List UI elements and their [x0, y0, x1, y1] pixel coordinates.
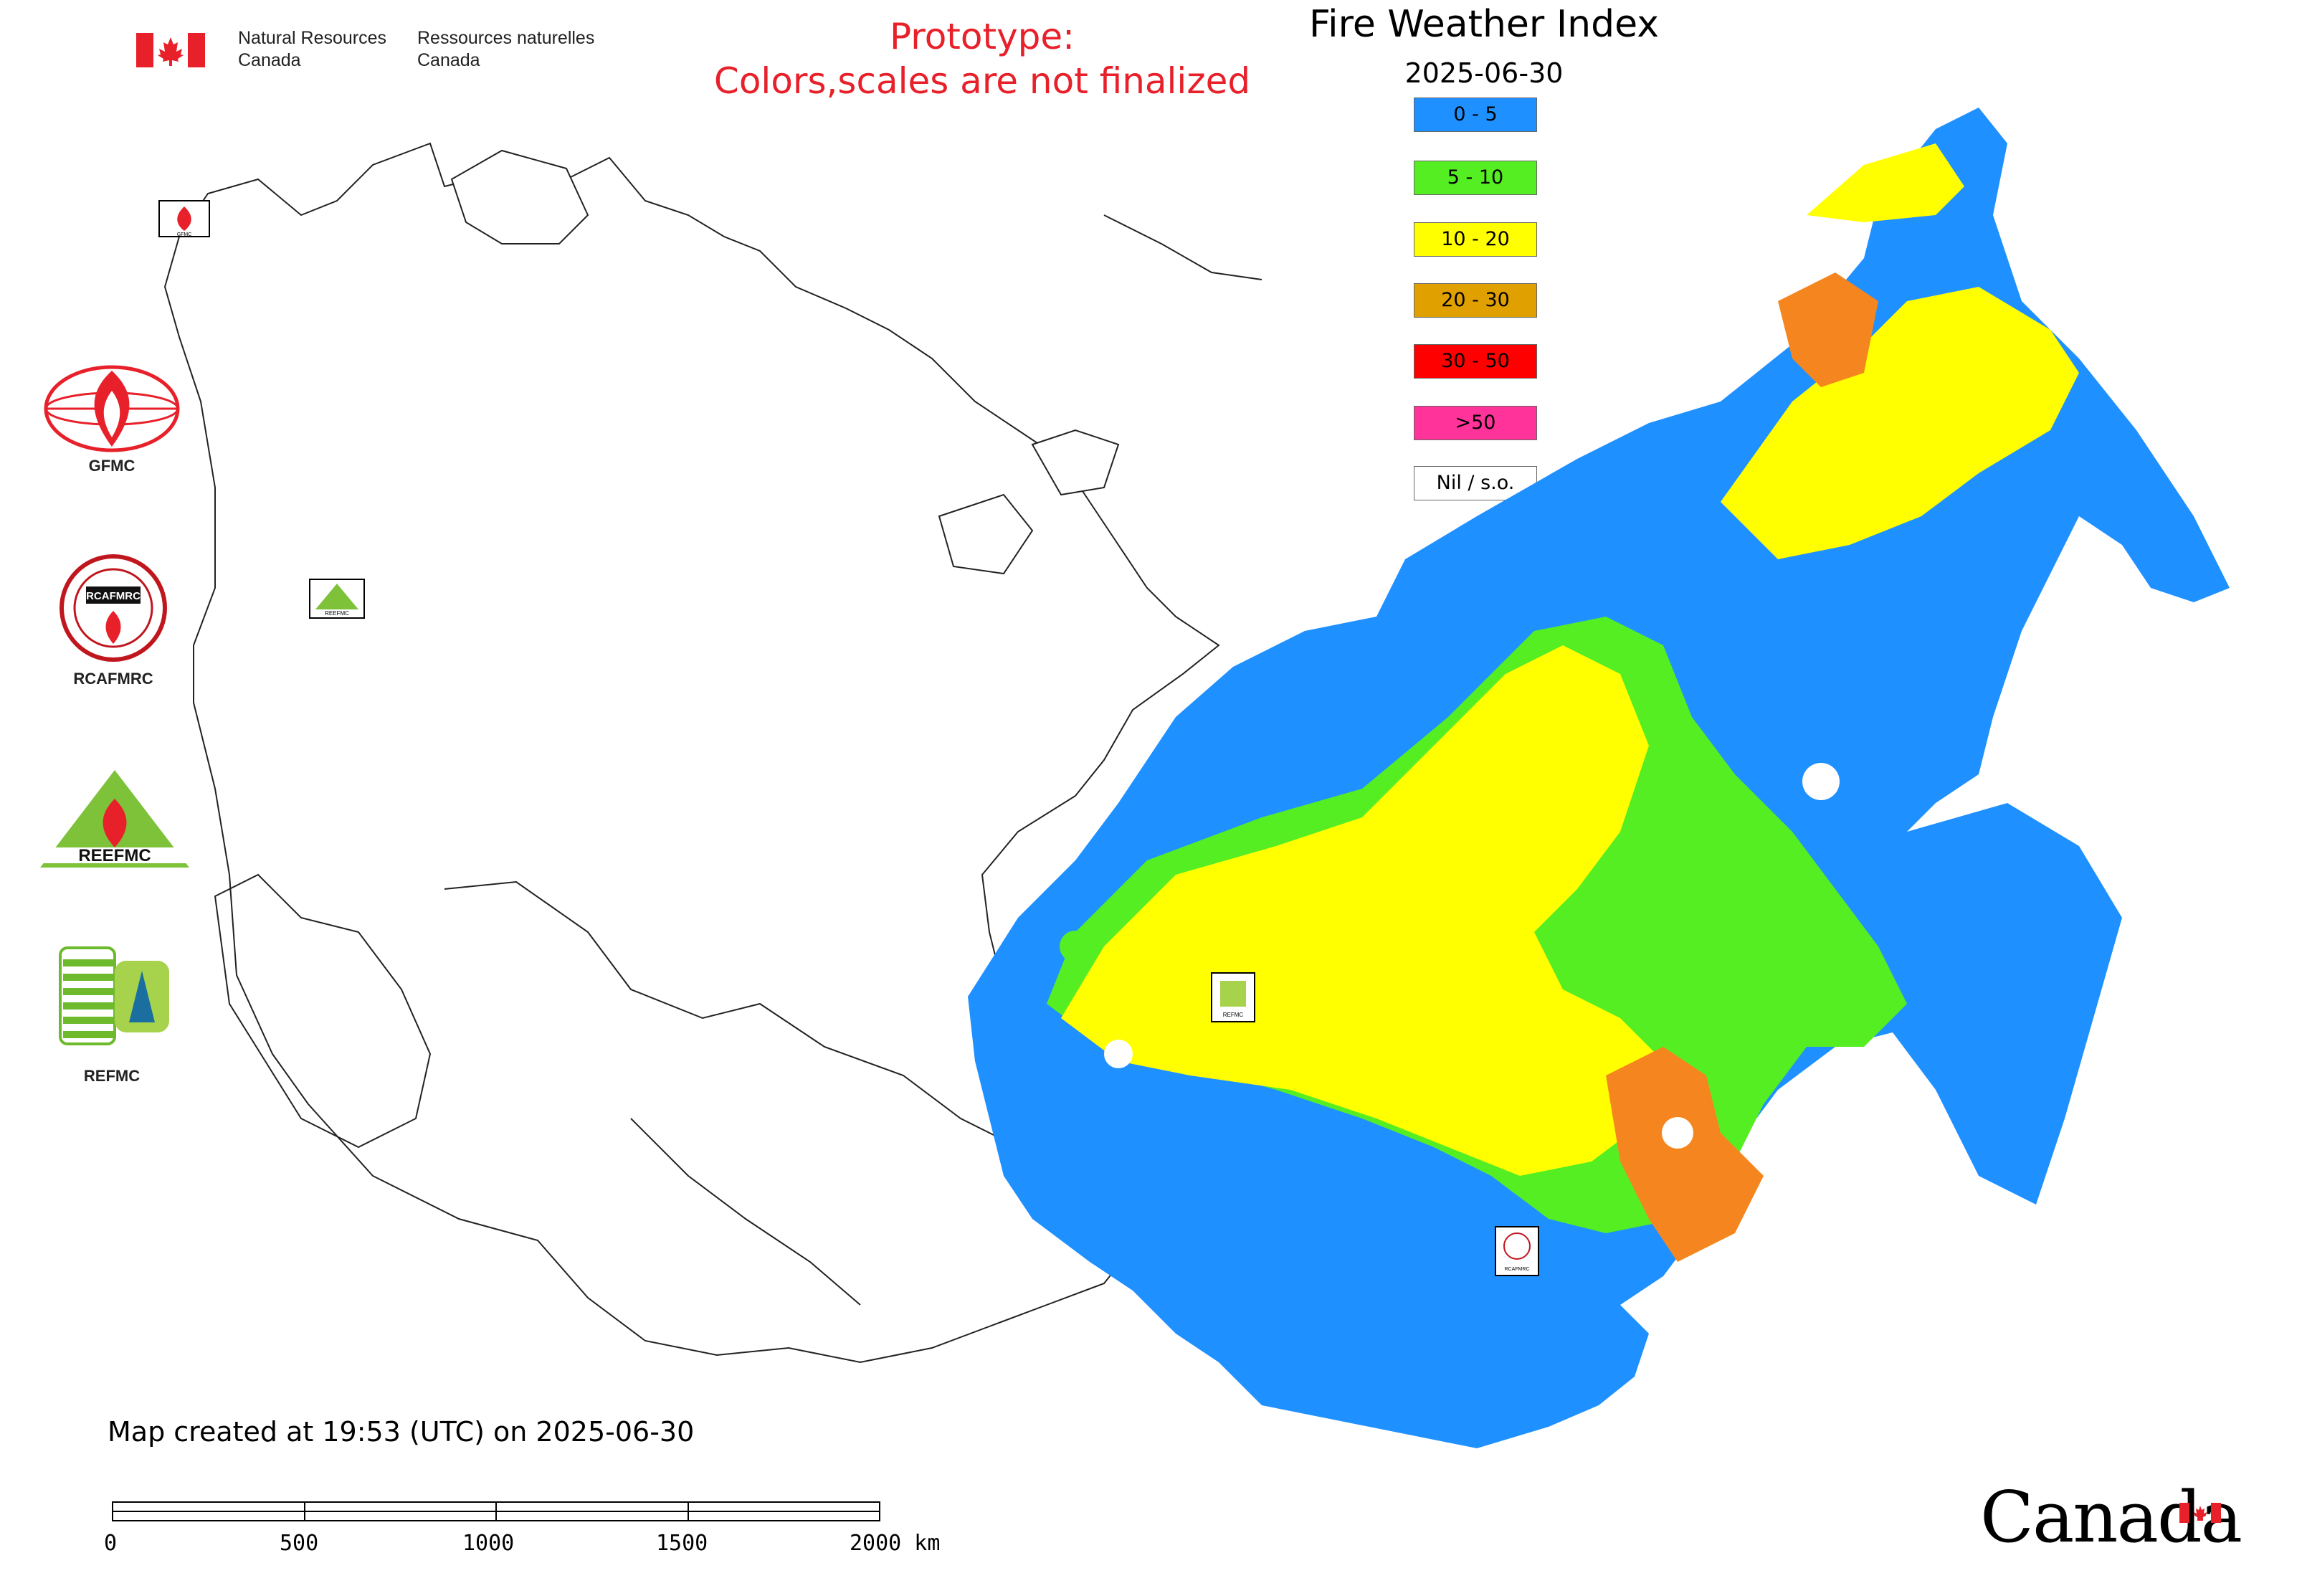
svg-text:RCAFMRC: RCAFMRC [86, 590, 141, 602]
scale-tick-2000: 2000 km [850, 1531, 941, 1556]
map-title: Fire Weather Index [1309, 3, 1659, 46]
org-name-english: Natural Resources Canada [238, 28, 387, 70]
canada-flag-icon [136, 33, 205, 67]
scale-tick-0: 0 [104, 1531, 118, 1556]
scale-tick-1000: 1000 [462, 1531, 515, 1556]
marker-refmc-label: REFMC [1223, 1012, 1244, 1018]
legend-item: >50 [1414, 406, 1537, 440]
marker-rcafmrc-label: RCAFMRC [1505, 1267, 1530, 1272]
refmc-logo-icon [59, 946, 169, 1045]
map-created-timestamp: Map created at 19:53 (UTC) on 2025-06-30 [108, 1416, 695, 1448]
fwi-region [968, 108, 2230, 1448]
legend-item: 0 - 5 [1414, 98, 1537, 132]
legend-item: 30 - 50 [1414, 344, 1537, 379]
gfmc-label: GFMC [88, 457, 135, 475]
legend-item: 10 - 20 [1414, 222, 1537, 257]
map-markers: GFMC REEFMC REFMC RCAFMRC [158, 200, 1539, 1276]
scale-bar [112, 1501, 880, 1521]
map-date: 2025-06-30 [1404, 57, 1564, 89]
marker-reefmc-label: REEFMC [325, 610, 349, 617]
country-outlines [163, 142, 1262, 1364]
prototype-notice: Prototype: Colors,scales are not finaliz… [713, 16, 1251, 102]
org-name-french: Ressources naturelles Canada [417, 28, 595, 70]
refmc-label: REFMC [83, 1067, 141, 1085]
legend-item: 20 - 30 [1414, 283, 1537, 318]
svg-text:REEFMC: REEFMC [78, 846, 151, 865]
legend-item: 5 - 10 [1414, 161, 1537, 195]
scale-tick-500: 500 [280, 1531, 319, 1556]
gfmc-logo-icon [44, 365, 180, 452]
reefmc-logo-icon: REEFMC [37, 770, 192, 868]
marker-rcafmrc [1495, 1226, 1539, 1276]
scale-tick-1500: 1500 [656, 1531, 708, 1556]
rcafmrc-label: RCAFMRC [73, 670, 153, 688]
wordmark-flag-icon [2179, 1503, 2221, 1523]
rcafmrc-logo-icon: RCAFMRC [60, 554, 167, 662]
marker-gfmc-label: GFMC [177, 232, 192, 237]
